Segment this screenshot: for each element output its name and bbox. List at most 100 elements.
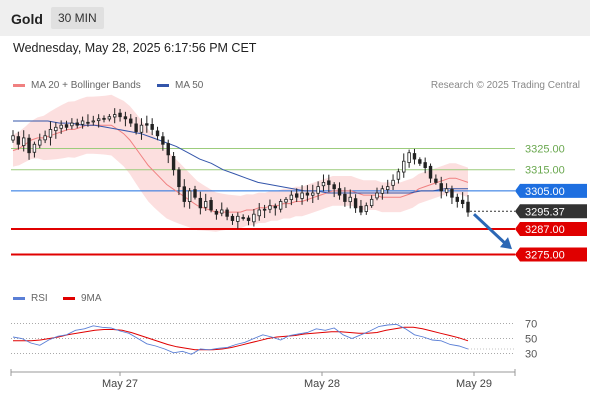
candle-body xyxy=(418,159,422,164)
level-label-3275-00: 3275.00 xyxy=(525,249,565,261)
level-tag-3287-00 xyxy=(515,222,587,237)
candle-body xyxy=(327,180,331,185)
candle-body xyxy=(70,122,74,127)
forecast-arrow xyxy=(472,213,508,246)
level-tag-3295-37 xyxy=(515,204,587,219)
candle-body xyxy=(96,118,101,122)
candle-body xyxy=(43,135,47,141)
candle-body xyxy=(204,201,208,208)
candle-body xyxy=(134,123,138,132)
candle-body xyxy=(289,194,294,200)
candle-body xyxy=(16,136,21,145)
candle-body xyxy=(386,186,390,191)
legend-ma20: MA 20 + Bollinger Bands xyxy=(13,80,141,91)
candle-body xyxy=(246,217,251,221)
datetime-label: Wednesday, May 28, 2025 6:17:56 PM CET xyxy=(13,41,257,55)
candle-body xyxy=(295,193,299,198)
candle-body xyxy=(321,182,326,187)
candle-body xyxy=(316,186,320,194)
candle-body xyxy=(364,205,368,212)
candle-body xyxy=(450,188,454,198)
symbol-label: Gold xyxy=(11,11,43,27)
candle-body xyxy=(380,188,385,194)
toolbar: Gold 30 MIN xyxy=(0,0,590,36)
candle-body xyxy=(391,179,395,186)
candle-body xyxy=(284,198,288,203)
candle-body xyxy=(38,139,42,146)
level-label-3325-00: 3325.00 xyxy=(525,144,565,156)
candle-body xyxy=(225,209,229,217)
candle-body xyxy=(118,112,122,118)
bollinger-band xyxy=(13,94,468,232)
candle-body xyxy=(22,137,26,147)
candle-body xyxy=(402,160,406,173)
candle-body xyxy=(273,205,277,209)
candle-body xyxy=(305,192,310,196)
candle-body xyxy=(161,136,165,145)
candle-body xyxy=(444,188,449,193)
candle-body xyxy=(155,130,160,137)
candle-body xyxy=(80,120,85,125)
candle-body xyxy=(32,143,37,153)
candle-body xyxy=(252,213,256,223)
candle-body xyxy=(107,116,112,120)
candle-body xyxy=(423,162,427,168)
candle-body xyxy=(359,205,363,213)
candle-body xyxy=(48,129,53,138)
research-credit: Research © 2025 Trading Central xyxy=(430,80,580,91)
x-tick-label: May 27 xyxy=(102,378,138,390)
candle-body xyxy=(59,124,63,129)
level-label-3305-00: 3305.00 xyxy=(525,186,565,198)
candle-body xyxy=(230,215,235,221)
candle-body xyxy=(241,217,245,219)
timeframe-button[interactable]: 30 MIN xyxy=(51,7,104,29)
candle-body xyxy=(278,201,283,210)
candle-body xyxy=(113,114,117,118)
rsi-line xyxy=(12,323,469,355)
level-label-3287-00: 3287.00 xyxy=(525,224,565,236)
x-tick-label: May 29 xyxy=(456,378,492,390)
candle-body xyxy=(396,171,401,180)
candle-body xyxy=(337,188,342,196)
candle-body xyxy=(268,205,272,210)
candle-body xyxy=(11,135,15,141)
candle-body xyxy=(439,183,443,192)
ma20-swatch xyxy=(13,83,25,87)
ma20-legend-label: MA 20 + Bollinger Bands xyxy=(31,80,141,91)
candle-body xyxy=(91,120,95,123)
candle-body xyxy=(75,122,79,126)
candle-body xyxy=(102,117,106,120)
candle-body xyxy=(455,196,459,202)
legend-ma50: MA 50 xyxy=(157,80,203,91)
ma50-legend-label: MA 50 xyxy=(175,80,204,91)
candle-body xyxy=(129,118,133,124)
ma50-line xyxy=(13,120,468,194)
candle-body xyxy=(466,201,470,213)
level-label-3295-37: 3295.37 xyxy=(525,206,565,218)
candle-body xyxy=(86,121,90,124)
candle-body xyxy=(150,124,154,130)
forecast-arrowhead xyxy=(500,237,512,250)
candle-body xyxy=(343,193,347,202)
candle-body xyxy=(145,123,149,126)
candle-body xyxy=(139,124,144,133)
candle-body xyxy=(236,215,240,222)
candle-body xyxy=(332,184,336,190)
candle-body xyxy=(214,210,219,215)
rsi-tick-label-30: 30 xyxy=(525,349,537,361)
candle-body xyxy=(171,156,176,171)
rsi-legend-label: RSI xyxy=(31,293,48,304)
candle-body xyxy=(311,192,315,196)
rsi-tick-label-70: 70 xyxy=(525,319,537,331)
rsi-tick-label-50: 50 xyxy=(525,334,537,346)
candle-body xyxy=(220,209,224,214)
candle-body xyxy=(262,208,267,211)
candle-body xyxy=(460,199,465,204)
candle-body xyxy=(198,197,203,209)
level-label-3315-00: 3315.00 xyxy=(525,165,565,177)
candle-body xyxy=(193,189,197,198)
candle-body xyxy=(187,190,192,202)
candle-body xyxy=(353,198,358,209)
candle-body xyxy=(209,200,213,211)
